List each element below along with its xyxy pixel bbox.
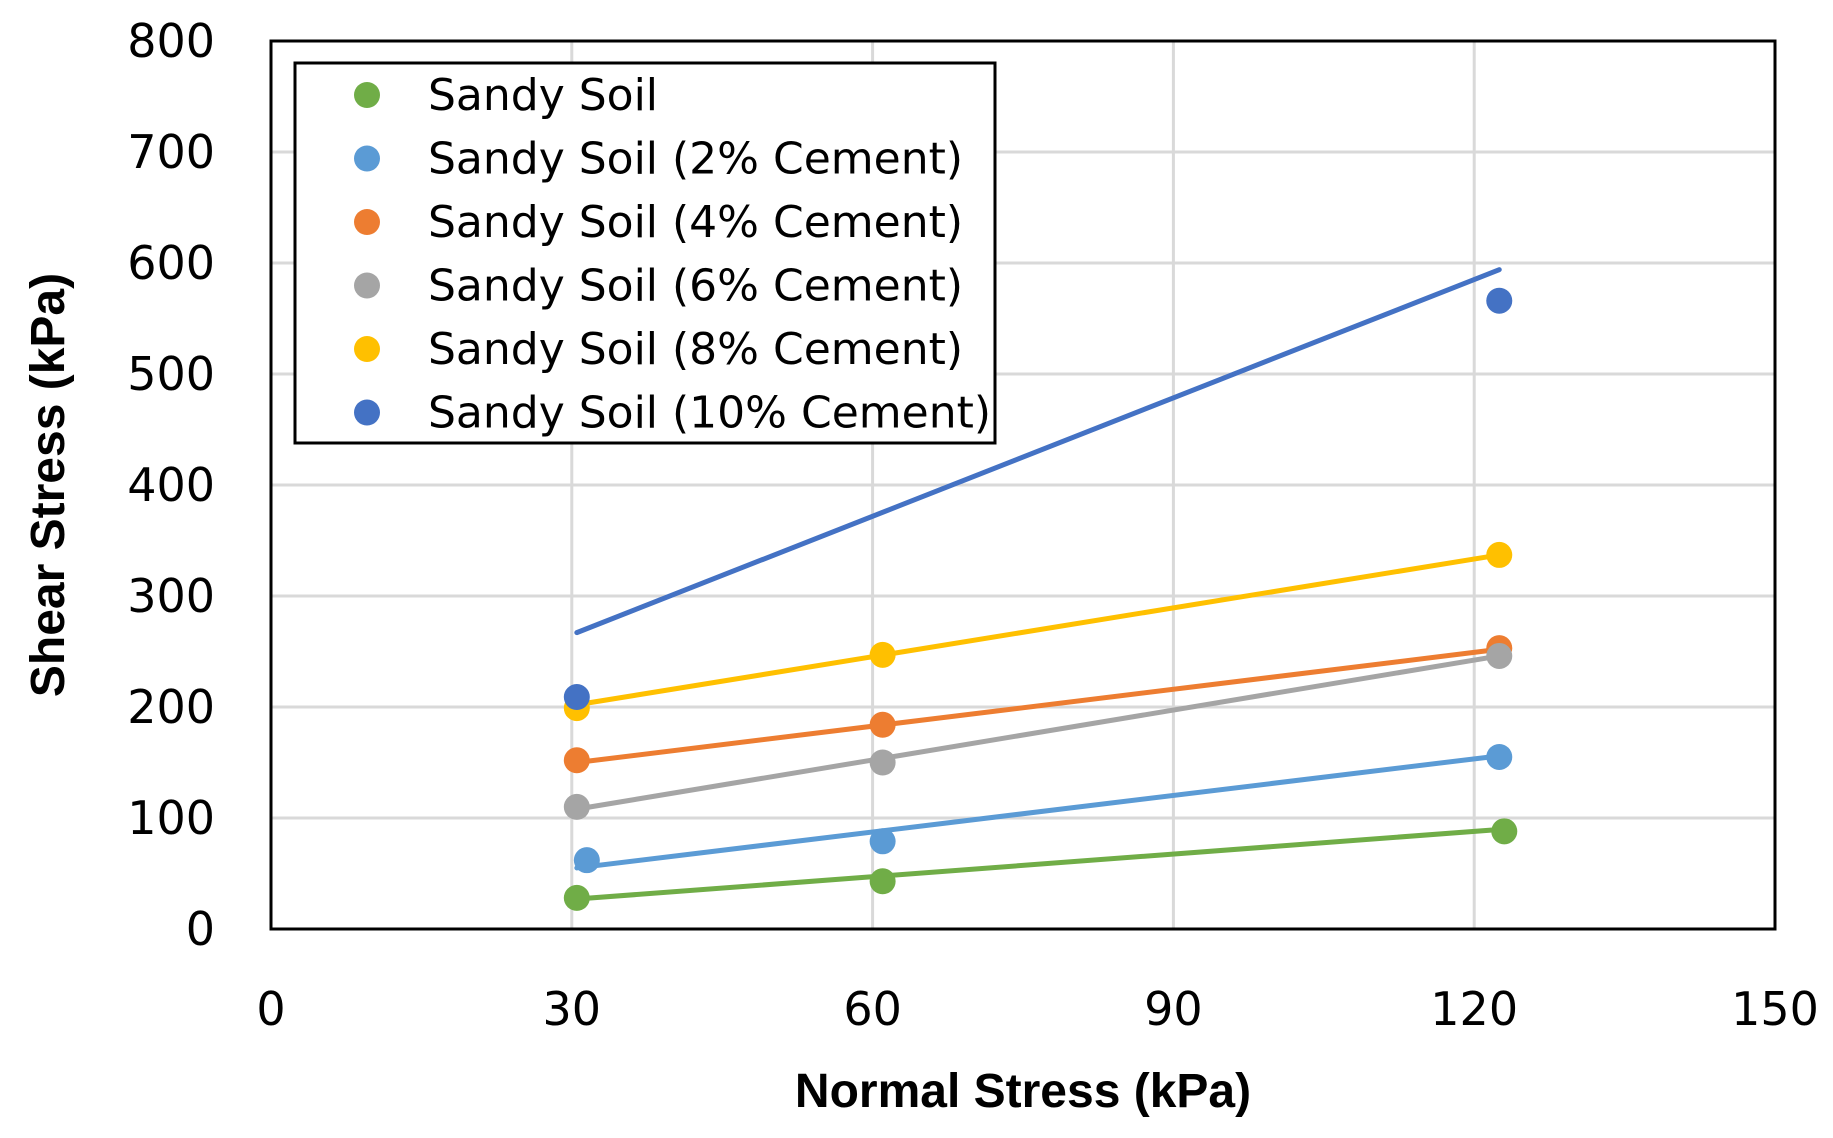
legend-marker [354, 272, 380, 299]
y-tick-label: 800 [127, 14, 215, 68]
legend-label: Sandy Soil [428, 70, 658, 121]
data-point-series-4 [869, 641, 896, 668]
data-point-series-0 [1491, 818, 1518, 845]
y-axis-title: Shear Stress (kPa) [22, 273, 75, 697]
data-point-series-1 [573, 847, 600, 874]
y-tick-label: 0 [186, 902, 215, 956]
x-tick-label: 150 [1731, 982, 1819, 1036]
data-point-series-4 [1486, 541, 1513, 568]
plot-area-frame [269, 39, 1777, 931]
data-point-series-3 [563, 793, 590, 820]
x-axis-title: Normal Stress (kPa) [795, 1065, 1251, 1118]
data-point-series-3 [869, 749, 896, 776]
legend-marker [354, 336, 380, 362]
data-point-series-5 [1486, 287, 1513, 314]
x-axis-tick-labels: 0 30 60 90 120 150 [256, 982, 1819, 1036]
data-point-series-2 [563, 747, 590, 774]
y-axis-tick-labels: 0 100 200 300 400 500 600 700 800 [127, 14, 215, 956]
data-point-series-0 [563, 884, 590, 911]
x-tick-label: 0 [256, 982, 285, 1036]
y-tick-label: 400 [127, 458, 215, 512]
x-tick-label: 120 [1430, 982, 1518, 1036]
legend-label: Sandy Soil (4% Cement) [428, 197, 963, 248]
legend-marker [354, 209, 380, 235]
trendlines [574, 267, 1507, 902]
legend-label: Sandy Soil (8% Cement) [428, 324, 963, 375]
legend-label: Sandy Soil (2% Cement) [428, 134, 963, 185]
data-points [563, 287, 1518, 911]
data-point-series-5 [563, 684, 590, 711]
data-point-series-1 [1486, 743, 1513, 770]
legend-box [293, 61, 997, 445]
y-tick-label: 500 [127, 347, 215, 401]
x-tick-label: 30 [543, 982, 602, 1036]
y-tick-label: 300 [127, 569, 215, 623]
legend-marker [354, 82, 380, 108]
trendline-series-3 [574, 653, 1502, 812]
y-tick-label: 100 [127, 791, 215, 845]
data-point-series-2 [869, 711, 896, 738]
legend: Sandy Soil Sandy Soil (2% Cement) Sandy So… [293, 61, 997, 445]
legend-items: Sandy Soil Sandy Soil (2% Cement) Sandy So… [354, 70, 991, 439]
data-point-series-3 [1486, 642, 1513, 669]
y-tick-label: 700 [127, 125, 215, 179]
y-tick-label: 200 [127, 680, 215, 734]
x-tick-label: 60 [843, 982, 902, 1036]
data-point-series-1 [869, 828, 896, 855]
y-tick-label: 600 [127, 236, 215, 290]
trendline-series-1 [574, 753, 1502, 871]
trendline-series-5 [574, 267, 1502, 636]
legend-label: Sandy Soil (6% Cement) [428, 261, 963, 312]
legend-label: Sandy Soil (10% Cement) [428, 388, 991, 439]
data-point-series-0 [869, 868, 896, 895]
trendline-series-2 [574, 646, 1502, 765]
trendline-series-4 [574, 552, 1502, 708]
trendline-series-0 [574, 826, 1507, 902]
x-tick-label: 90 [1144, 982, 1203, 1036]
legend-marker [354, 399, 380, 426]
legend-marker [354, 145, 380, 172]
